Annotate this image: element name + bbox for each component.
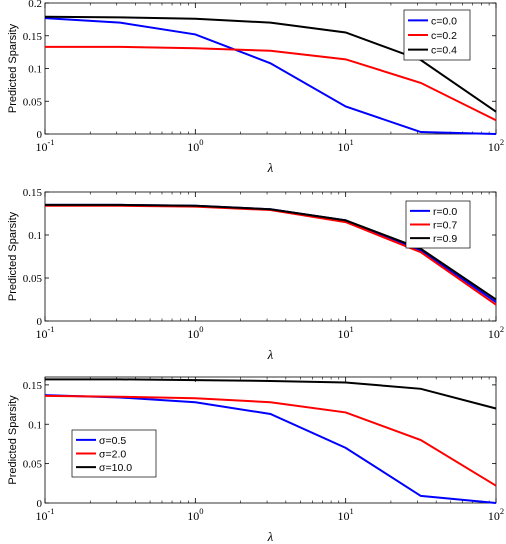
series-line-1 xyxy=(44,17,497,135)
y-tick-label: 0 xyxy=(37,129,43,141)
legend-label-2: c=0.2 xyxy=(431,30,457,42)
x-axis-label: λ xyxy=(267,529,274,544)
legend: c=0.0 c=0.2 c=0.4 xyxy=(403,9,471,61)
x-tick-label: 10-1 xyxy=(35,137,54,154)
x-tick-label: 101 xyxy=(338,506,354,523)
y-tick-label: 0 xyxy=(37,498,43,510)
y-axis-label: Predicted Sparsity xyxy=(7,395,19,485)
x-tick-label: 102 xyxy=(488,506,504,523)
y-tick-label: 0.2 xyxy=(28,0,42,10)
series-line-3 xyxy=(45,378,497,410)
legend-label-1: r=0.0 xyxy=(433,206,457,218)
series-line-3 xyxy=(45,203,497,301)
y-tick-label: 0.1 xyxy=(28,230,42,242)
y-tick-label: 0.15 xyxy=(23,187,43,199)
x-tick-label: 100 xyxy=(187,324,203,341)
legend-label-1: σ=0.5 xyxy=(99,435,126,447)
y-tick-label: 0.05 xyxy=(23,96,43,108)
x-axis-label: λ xyxy=(267,347,274,362)
legend: r=0.0 r=0.7r=0.9 xyxy=(405,200,471,249)
series-line-2 xyxy=(44,394,497,487)
chart-panel-1: 0 0.05 0.1 0.15 0.2 10-1 100 101 102 λ Predicted S… xyxy=(7,0,504,175)
x-tick-label: 100 xyxy=(187,137,203,154)
legend-label-3: r=0.9 xyxy=(433,233,457,245)
x-tick-label: 10-1 xyxy=(35,324,54,341)
x-tick-label: 10-1 xyxy=(35,506,54,523)
y-tick-label: 0 xyxy=(37,316,43,328)
x-tick-label: 102 xyxy=(488,324,504,341)
legend: σ=0.5 σ=2.0σ=10.0 xyxy=(71,429,157,478)
y-tick-label: 0.05 xyxy=(23,273,43,285)
x-tick-label: 101 xyxy=(338,137,354,154)
legend-label-3: c=0.4 xyxy=(431,45,457,57)
x-tick-label: 100 xyxy=(187,506,203,523)
y-tick-label: 0.1 xyxy=(28,419,42,431)
y-tick-label: 0.15 xyxy=(23,380,43,392)
legend-label-1: c=0.0 xyxy=(431,15,457,27)
chart-panel-2: 0 0.05 0.1 0.15 10-1 100 101 102 λ Predicted Spar… xyxy=(7,187,504,362)
chart-panel-3: 0 0.05 0.1 0.15 10-1 100 101 102 λ Predicted Spar… xyxy=(7,376,504,544)
y-axis-label: Predicted Sparsity xyxy=(7,211,19,301)
legend-label-3: σ=10.0 xyxy=(99,462,132,474)
x-axis-label: λ xyxy=(267,160,274,175)
y-tick-label: 0.15 xyxy=(23,31,43,43)
legend-label-2: σ=2.0 xyxy=(99,449,126,461)
x-tick-label: 102 xyxy=(488,137,504,154)
x-tick-label: 101 xyxy=(338,324,354,341)
y-tick-label: 0.1 xyxy=(28,64,42,76)
y-axis-label: Predicted Sparsity xyxy=(7,23,19,113)
y-tick-label: 0.05 xyxy=(23,459,43,471)
legend-label-2: r=0.7 xyxy=(433,220,457,232)
series-line-2 xyxy=(45,45,497,122)
